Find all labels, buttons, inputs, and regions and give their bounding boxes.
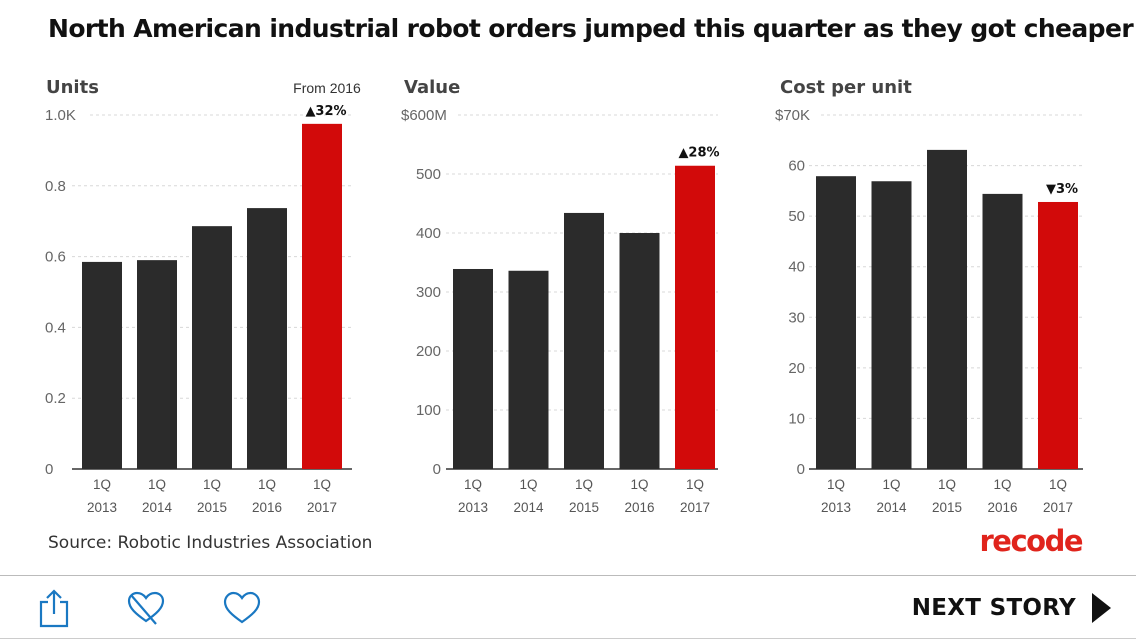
change-annotation: ▲32% [305, 104, 346, 119]
bar-1q-2013 [453, 268, 493, 469]
y-tick-label: 400 [416, 225, 441, 242]
x-tick-label: 1Q [519, 477, 537, 492]
comparison-note: From 2016 [293, 80, 361, 96]
change-annotation: ▼3% [1046, 182, 1078, 197]
x-tick-label: 2016 [252, 500, 282, 515]
play-arrow-icon [1092, 593, 1111, 623]
x-tick-label: 2013 [87, 500, 117, 515]
bar-1q-2017 [1038, 201, 1078, 470]
charts-canvas: Units 0 0.2 0.4 0.6 0.8 1.0K 1Q 2013 1Q 2014 1Q 2015… [45, 77, 1083, 515]
bar-1q-2015 [192, 226, 232, 469]
bar-1q-2014 [871, 181, 912, 469]
y-tick-label: 0 [797, 461, 805, 478]
bar-1q-2014 [508, 270, 549, 469]
bar-1q-2016 [247, 208, 287, 470]
x-tick-label: 1Q [313, 477, 331, 492]
y-tick-label: $600M [401, 107, 447, 124]
bar-1q-2017 [675, 165, 715, 470]
y-tick-label: 60 [788, 158, 805, 175]
panel-title: Value [404, 77, 460, 98]
x-tick-label: 1Q [464, 477, 482, 492]
next-story-button[interactable]: NEXT STORY [912, 592, 1112, 624]
change-annotation: ▲28% [678, 146, 719, 161]
bar-1q-2015 [927, 149, 967, 469]
y-tick-label: 0.6 [45, 249, 66, 266]
x-tick-label: 2016 [987, 500, 1017, 515]
bar-1q-2017 [302, 123, 342, 469]
y-tick-label: 300 [416, 284, 441, 301]
y-tick-label: 1.0K [45, 107, 76, 124]
recode-logo: recode [979, 524, 1083, 558]
x-tick-label: 2014 [142, 500, 173, 515]
unlike-heart-icon[interactable] [126, 590, 166, 630]
bar-1q-2013 [816, 176, 856, 470]
y-tick-label: 100 [416, 402, 441, 419]
y-tick-label: 0 [45, 461, 53, 478]
x-tick-label: 2014 [513, 500, 544, 515]
x-tick-label: 2014 [876, 500, 907, 515]
x-tick-label: 1Q [882, 477, 900, 492]
x-tick-label: 1Q [575, 477, 593, 492]
x-tick-label: 1Q [93, 477, 111, 492]
x-tick-label: 2017 [680, 500, 710, 515]
x-tick-label: 2013 [458, 500, 488, 515]
y-tick-label: 500 [416, 166, 441, 183]
source-note: Source: Robotic Industries Association [48, 533, 373, 553]
bar-1q-2013 [82, 261, 122, 469]
x-tick-label: 1Q [686, 477, 704, 492]
x-tick-label: 1Q [630, 477, 648, 492]
bar-1q-2015 [564, 212, 604, 469]
x-tick-label: 1Q [258, 477, 276, 492]
panel-title: Units [46, 77, 99, 98]
x-tick-label: 2015 [569, 500, 599, 515]
y-tick-label: 0 [433, 461, 441, 478]
y-tick-label: 200 [416, 343, 441, 360]
share-icon[interactable] [36, 588, 72, 632]
x-tick-label: 1Q [203, 477, 221, 492]
x-tick-label: 2017 [307, 500, 337, 515]
y-tick-label: 20 [788, 360, 805, 377]
x-tick-label: 2015 [197, 500, 227, 515]
y-tick-label: $70K [775, 107, 810, 124]
y-tick-label: 0.8 [45, 178, 66, 195]
x-tick-label: 1Q [827, 477, 845, 492]
like-heart-icon[interactable] [222, 590, 262, 630]
chart-title: North American industrial robot orders j… [48, 14, 1134, 43]
x-tick-label: 1Q [993, 477, 1011, 492]
y-tick-label: 30 [788, 309, 805, 326]
bar-1q-2014 [137, 260, 177, 469]
x-tick-label: 1Q [938, 477, 956, 492]
panel-title: Cost per unit [780, 77, 912, 98]
y-tick-label: 40 [788, 259, 805, 276]
y-tick-label: 0.2 [45, 390, 66, 407]
x-tick-label: 2016 [624, 500, 654, 515]
bar-1q-2016 [982, 193, 1023, 470]
y-tick-label: 50 [788, 208, 805, 225]
x-tick-label: 1Q [148, 477, 166, 492]
x-tick-label: 2017 [1043, 500, 1073, 515]
y-tick-label: 0.4 [45, 319, 66, 336]
bottom-toolbar: NEXT STORY [0, 575, 1136, 639]
x-tick-label: 1Q [1049, 477, 1067, 492]
y-tick-label: 10 [788, 410, 805, 427]
bar-1q-2016 [619, 233, 660, 469]
next-story-label: NEXT STORY [911, 595, 1076, 621]
x-tick-label: 2013 [821, 500, 851, 515]
x-tick-label: 2015 [932, 500, 962, 515]
